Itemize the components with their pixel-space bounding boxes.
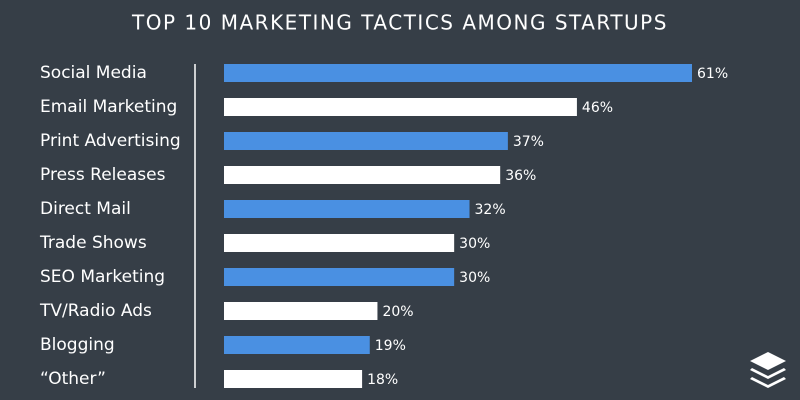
bar	[224, 200, 470, 218]
value-label: 32%	[475, 202, 506, 218]
value-label: 19%	[375, 338, 406, 354]
category-label: TV/Radio Ads	[39, 301, 152, 321]
category-label: Print Advertising	[40, 131, 181, 151]
category-label: Direct Mail	[40, 199, 131, 219]
bar	[224, 336, 370, 354]
category-label: Trade Shows	[39, 233, 147, 253]
logo-layer	[750, 377, 786, 388]
category-label: Blogging	[40, 335, 115, 355]
category-label: SEO Marketing	[40, 267, 165, 287]
bar	[224, 302, 378, 320]
value-label: 61%	[697, 66, 728, 82]
bar	[224, 370, 363, 388]
category-label: Social Media	[40, 63, 147, 83]
bar	[224, 64, 692, 82]
logo-layer	[750, 368, 786, 379]
value-label: 20%	[382, 304, 413, 320]
value-label: 30%	[459, 270, 490, 286]
category-label: “Other”	[40, 369, 106, 389]
bar	[224, 268, 455, 286]
bar	[224, 98, 577, 116]
value-label: 36%	[505, 168, 536, 184]
value-label: 37%	[513, 134, 544, 150]
bar	[224, 234, 455, 252]
category-label: Email Marketing	[40, 97, 177, 117]
bar	[224, 132, 508, 150]
category-label: Press Releases	[40, 165, 166, 185]
value-label: 30%	[459, 236, 490, 252]
logo-layer	[750, 352, 786, 370]
chart-title: TOP 10 MARKETING TACTICS AMONG STARTUPS	[131, 11, 668, 35]
bar	[224, 166, 501, 184]
logo	[750, 352, 786, 388]
value-label: 46%	[582, 100, 613, 116]
value-label: 18%	[367, 372, 398, 388]
